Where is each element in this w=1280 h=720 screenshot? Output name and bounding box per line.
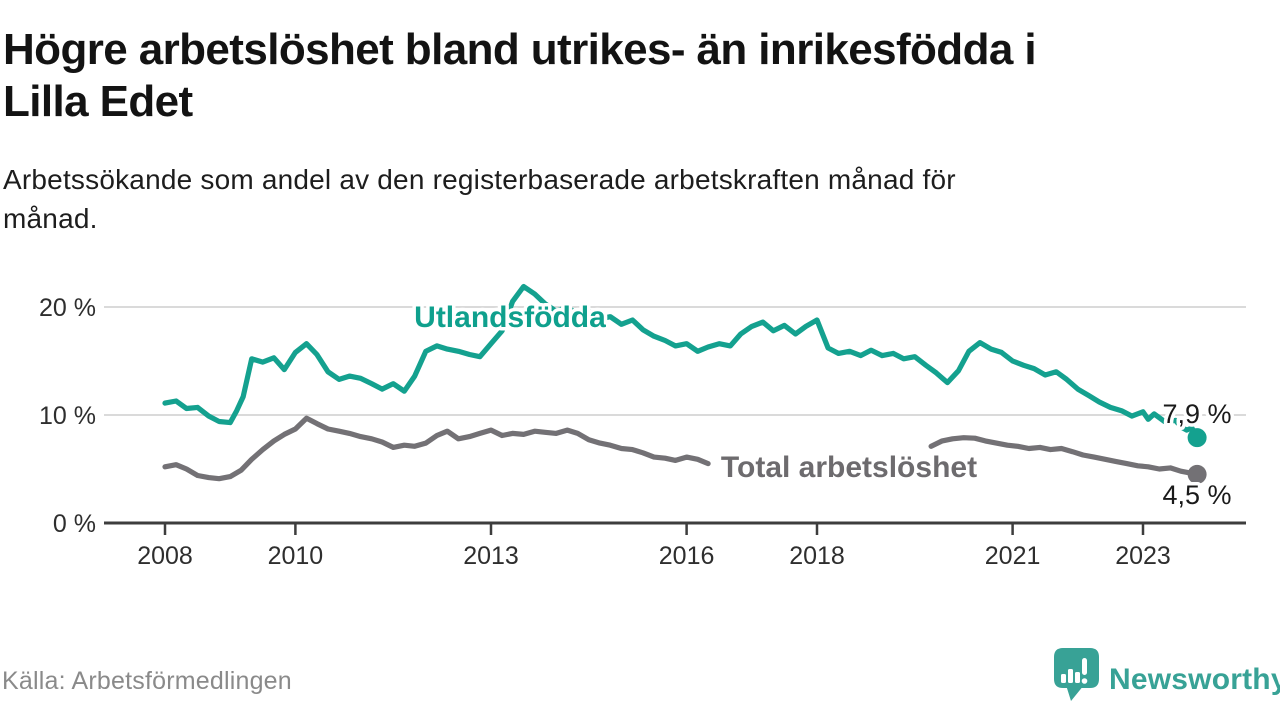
bar-icon-medium [1075, 672, 1080, 683]
endpoint-dot-utlandsf-dda [1187, 428, 1207, 448]
series-label-total-arbetsloshet: Total arbetslöshet [721, 451, 977, 484]
x-tick-label-2008: 2008 [137, 542, 193, 570]
series-endpoint-dots [1187, 428, 1207, 484]
chart-subtitle-line-2: månad. [3, 203, 98, 235]
x-tick-label-2023: 2023 [1115, 542, 1171, 570]
x-tick-label-2016: 2016 [659, 542, 715, 570]
x-tick-label-2010: 2010 [268, 542, 324, 570]
x-tick-label-2021: 2021 [985, 542, 1041, 570]
bar-icon-short [1061, 674, 1066, 683]
exclamation-bar-icon [1082, 658, 1087, 675]
series-line-total-arbetsl-shet-seg2 [928, 435, 1200, 477]
end-value-label-total: 4,5 % [1162, 480, 1231, 510]
x-tick-label-2013: 2013 [463, 542, 519, 570]
chart-subtitle-line-1: Arbetssökande som andel av den registerb… [3, 164, 956, 195]
bubble-tail [1066, 685, 1084, 701]
page-title-line-1: Högre arbetslöshet bland utrikes- än inr… [3, 25, 1037, 74]
x-axis [104, 521, 1246, 535]
series-line-utlandsf-dda [162, 283, 1200, 441]
chart-annotations: Utlandsfödda Total arbetslöshet 7,9 % 4,… [411, 298, 1235, 514]
end-value-label-utlandsfodda: 7,9 % [1162, 399, 1231, 429]
endpoint-dot-total-arbetsl-shet [1187, 464, 1207, 484]
y-tick-label-20: 20 % [39, 294, 96, 322]
series-lines [162, 283, 1200, 482]
series-label-utlandsfodda: Utlandsfödda [414, 301, 606, 334]
axis-tick-labels: 0 % 10 % 20 % 2008 2010 2013 2016 2018 2021 2023 [39, 294, 1171, 570]
source-attribution: Källa: Arbetsförmedlingen [2, 667, 292, 695]
newsworthy-logo: Newsworthy [1054, 648, 1280, 702]
series-line-total-arbetsl-shet-seg1 [162, 415, 711, 482]
chart-subtitle: Arbetssökande som andel av den registerb… [3, 160, 1265, 238]
y-tick-label-0: 0 % [53, 510, 96, 538]
brand-name: Newsworthy [1109, 663, 1280, 696]
page-title-line-2: Lilla Edet [3, 76, 193, 126]
newsworthy-bubble-icon [1054, 648, 1099, 701]
exclamation-dot-icon [1081, 678, 1088, 684]
bar-icon-tall [1068, 669, 1073, 683]
x-tick-label-2018: 2018 [789, 542, 845, 570]
gridlines [104, 306, 1246, 416]
y-tick-label-10: 10 % [39, 402, 96, 430]
page-title: Högre arbetslöshet bland utrikes- än inr… [3, 24, 1265, 128]
